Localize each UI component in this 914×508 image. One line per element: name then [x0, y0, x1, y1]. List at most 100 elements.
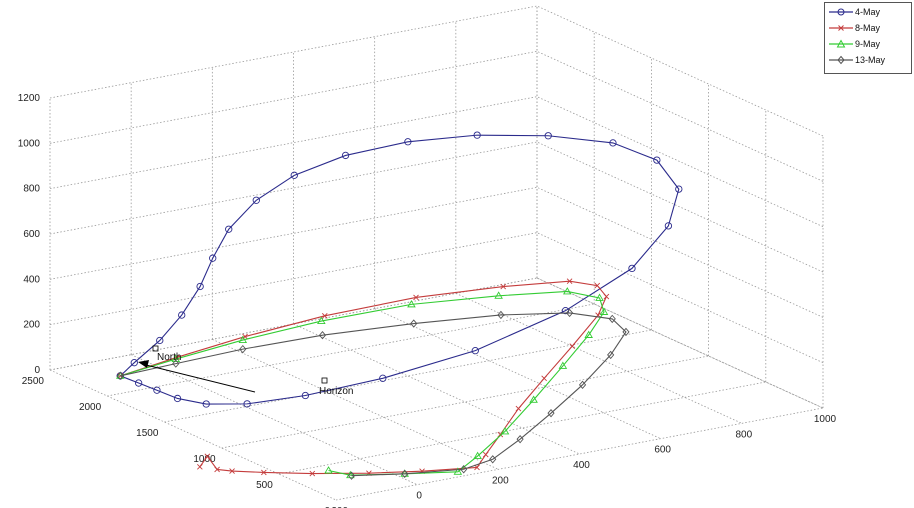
- data-point-8-may: [261, 469, 267, 476]
- legend-item: 13-May: [825, 53, 911, 67]
- series-line-4-may: [119, 134, 680, 405]
- wall-grid-line: [49, 141, 538, 235]
- x-tick-label: 800: [735, 429, 752, 440]
- data-point-4-may: [628, 264, 636, 273]
- data-point-8-may: [482, 451, 489, 458]
- data-point-13-may: [116, 371, 124, 381]
- y-tick-label: 2000: [79, 402, 102, 413]
- data-point-13-may: [622, 327, 630, 337]
- x-tick-label: 600: [654, 445, 671, 456]
- wall-grid-line: [49, 5, 538, 99]
- data-point-4-may: [341, 151, 350, 160]
- x-tick-label: 200: [492, 475, 509, 486]
- data-point-13-may: [607, 350, 615, 360]
- z-tick-label: 0: [34, 365, 40, 376]
- wall-grid-line: [49, 186, 538, 280]
- annotations: North Horizon: [138, 345, 353, 397]
- data-point-9-may: [494, 291, 503, 299]
- z-tick-label: 1000: [18, 138, 41, 149]
- data-point-13-may: [239, 344, 247, 354]
- data-point-9-may: [529, 395, 538, 403]
- data-point-9-may: [558, 361, 568, 369]
- north-marker: [152, 345, 159, 352]
- data-point-9-may: [563, 287, 572, 295]
- z-tick-label: 400: [23, 274, 40, 285]
- legend-label: 4-May: [855, 7, 881, 17]
- data-point-8-may: [229, 468, 235, 474]
- data-point-8-may: [541, 375, 547, 382]
- data-point-4-may: [202, 400, 210, 408]
- z-tick-label: 600: [23, 229, 40, 240]
- data-point-4-may: [290, 171, 298, 179]
- north-arrow-line: [141, 363, 256, 393]
- data-point-4-may: [243, 400, 251, 408]
- data-point-4-may: [173, 394, 182, 403]
- data-point-4-may: [209, 254, 217, 262]
- data-point-4-may: [196, 282, 204, 291]
- floor-grid-line: [335, 407, 824, 501]
- data-point-4-may: [544, 132, 552, 140]
- series-line-13-may: [120, 312, 627, 477]
- x-tick-label: 400: [573, 460, 590, 471]
- data-point-9-may: [500, 427, 510, 435]
- legend-swatch-13-may: [829, 55, 853, 65]
- data-point-4-may: [473, 131, 481, 139]
- wall-grid-line: [49, 96, 538, 190]
- floor-grid-line: [374, 308, 661, 440]
- data-point-8-may: [603, 293, 610, 300]
- series-line-9-may: [120, 290, 605, 476]
- z-tick-label: 200: [23, 320, 40, 331]
- wall-grid-line: [49, 232, 538, 326]
- data-point-4-may: [653, 156, 661, 164]
- data-point-13-may: [318, 331, 327, 340]
- y-tick-label: 2500: [22, 376, 45, 387]
- north-label: North: [157, 352, 181, 363]
- data-point-4-may: [379, 374, 387, 382]
- y-tick-label: 0: [324, 506, 330, 508]
- data-point-4-may: [134, 379, 143, 387]
- data-point-13-may: [172, 359, 180, 368]
- data-point-9-may: [171, 354, 181, 363]
- data-point-8-may: [515, 405, 522, 412]
- data-point-4-may: [404, 138, 412, 146]
- data-point-13-may: [401, 469, 409, 478]
- data-point-8-may: [413, 294, 419, 301]
- legend-swatch-8-may: [829, 25, 853, 31]
- data-point-13-may: [497, 310, 505, 320]
- legend-label: 8-May: [855, 23, 881, 33]
- data-point-4-may: [153, 386, 161, 394]
- legend: 4-May 8-May 9-May 13-May: [824, 2, 912, 74]
- data-point-9-may: [407, 299, 416, 308]
- data-point-4-may: [675, 185, 683, 193]
- data-point-13-may: [547, 408, 555, 418]
- y-tick-label: 1500: [136, 428, 159, 439]
- floor-grid-line: [107, 303, 595, 397]
- floor-grid-line: [221, 355, 709, 449]
- data-point-13-may: [410, 319, 418, 328]
- data-point-9-may: [473, 451, 482, 460]
- series-group: [116, 131, 683, 480]
- data-point-4-may: [301, 391, 310, 400]
- floor-grid-line: [49, 369, 337, 501]
- data-point-9-may: [599, 307, 609, 315]
- data-point-9-may: [324, 466, 333, 474]
- z-tick-label: 1200: [18, 93, 41, 104]
- floor-grid-line: [131, 354, 418, 486]
- data-point-8-may: [204, 453, 211, 460]
- data-point-8-may: [321, 313, 328, 319]
- grid-lines: [49, 5, 824, 501]
- data-point-9-may: [595, 293, 604, 301]
- x-tick-label: -200: [328, 506, 348, 508]
- z-tick-label: 800: [23, 184, 40, 195]
- legend-label: 13-May: [855, 55, 886, 65]
- data-point-8-may: [566, 278, 573, 284]
- data-point-8-may: [569, 343, 576, 349]
- data-point-13-may: [565, 308, 574, 318]
- legend-swatch-9-may: [829, 39, 853, 48]
- data-point-13-may: [460, 465, 468, 474]
- legend-item: 9-May: [825, 37, 911, 51]
- data-point-8-may: [197, 464, 203, 470]
- data-point-8-may: [594, 282, 601, 289]
- data-point-9-may: [584, 330, 593, 338]
- legend-item: 8-May: [825, 21, 911, 35]
